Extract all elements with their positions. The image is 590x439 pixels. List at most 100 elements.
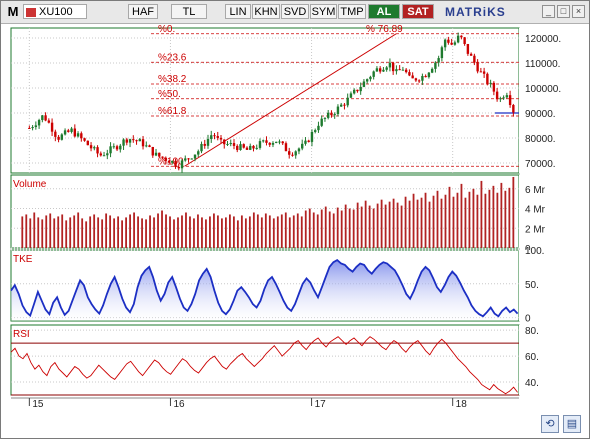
candle-body: [50, 122, 54, 132]
rsi-tick-label: 80.: [525, 326, 539, 337]
period-button-haf[interactable]: HAF: [128, 4, 158, 19]
buy-button[interactable]: AL: [368, 4, 400, 19]
scale-button-lin[interactable]: LIN: [225, 4, 251, 19]
volume-bar: [492, 185, 495, 248]
volume-bar: [209, 216, 211, 248]
button-tmp[interactable]: TMP: [338, 4, 366, 19]
candle-body: [502, 97, 505, 99]
candle-body: [190, 158, 193, 160]
volume-bar: [244, 218, 247, 248]
volume-bar: [53, 218, 56, 248]
currency-button-tl[interactable]: TL: [171, 4, 207, 19]
volume-bar: [448, 186, 451, 248]
candle-body: [317, 125, 320, 131]
candle-body: [99, 153, 103, 156]
volume-bar: [268, 215, 271, 248]
volume-bar: [300, 216, 303, 248]
volume-bar: [284, 212, 287, 248]
candle-body: [122, 139, 125, 146]
maximize-icon[interactable]: □: [557, 5, 570, 18]
volume-bar: [85, 221, 88, 248]
sell-button[interactable]: SAT: [402, 4, 434, 19]
candle-body: [326, 112, 330, 118]
button-svd[interactable]: SVD: [281, 4, 309, 19]
button-sym[interactable]: SYM: [310, 4, 337, 19]
candle-body: [333, 114, 336, 116]
volume-bar: [37, 217, 40, 248]
volume-bar: [141, 218, 143, 248]
tke-axis-bg: [519, 250, 589, 321]
candle-body: [102, 155, 106, 157]
candle-body: [135, 140, 138, 142]
close-icon[interactable]: ×: [572, 5, 585, 18]
minimize-icon[interactable]: _: [542, 5, 555, 18]
volume-bar: [292, 215, 295, 248]
candle-body: [495, 91, 499, 100]
candle-body: [492, 82, 496, 92]
candle-body: [184, 158, 187, 161]
tke-tick-label: 0: [525, 314, 531, 325]
volume-bar: [125, 217, 127, 248]
trend-line: [184, 33, 397, 167]
time-axis: 15 16 17 18: [11, 397, 519, 408]
candle-body: [421, 75, 424, 81]
candle-body: [83, 138, 86, 141]
volume-bar: [408, 200, 411, 248]
candle-body: [336, 106, 340, 115]
volume-bar: [49, 213, 52, 248]
volume-bar: [248, 216, 251, 248]
candle-body: [245, 147, 249, 150]
price-frame: [10, 27, 520, 174]
candle-body: [440, 47, 444, 59]
candle-body: [430, 68, 434, 73]
candle-body: [109, 146, 112, 154]
rsi-tick-label: 60.: [525, 352, 539, 363]
candle-body: [180, 160, 184, 169]
volume-bar: [169, 216, 171, 248]
button-khn[interactable]: KHN: [252, 4, 280, 19]
time-tick-label: 18: [456, 399, 468, 408]
time-tick-label: 17: [315, 399, 327, 408]
volume-bar: [416, 199, 419, 248]
volume-bar: [41, 219, 44, 248]
candle-body: [37, 120, 41, 126]
volume-bar: [93, 214, 96, 248]
candle-body: [404, 69, 408, 73]
candle-body: [226, 143, 229, 145]
volume-bar: [33, 212, 36, 248]
volume-bar: [109, 215, 112, 248]
candle-body: [200, 143, 203, 152]
volume-bar: [476, 194, 479, 248]
candle-body: [401, 69, 405, 71]
price-tick-label: 120000.: [525, 34, 561, 45]
candle-body: [434, 62, 437, 69]
volume-bar: [161, 210, 163, 248]
volume-bar: [372, 208, 375, 248]
chart-canvas[interactable]: 120000. 110000. 100000. 90000. 80000. 70000.%…: [1, 23, 589, 408]
volume-bar: [384, 204, 387, 248]
volume-bar: [508, 187, 511, 248]
candle-body: [187, 158, 190, 160]
menu-button[interactable]: M: [5, 4, 21, 19]
volume-bar: [304, 210, 307, 248]
chart-settings-icon[interactable]: ▤: [563, 415, 581, 433]
symbol-selector[interactable]: XU100: [23, 4, 87, 19]
volume-bar: [21, 216, 24, 248]
dropdown-arrow-icon: [26, 7, 36, 17]
rsi-panel: 80. 60. 40. RSI: [10, 324, 589, 396]
fibonacci-high-label: % 76.89: [366, 24, 403, 35]
candle-body: [148, 145, 151, 147]
candle-body: [447, 39, 450, 43]
volume-bar: [464, 197, 467, 248]
volume-bar: [340, 210, 343, 248]
volume-bar: [368, 205, 371, 248]
volume-bar: [272, 218, 275, 248]
candle-body: [252, 145, 255, 149]
volume-bar: [360, 206, 363, 248]
fibonacci-label: %38.2: [158, 74, 187, 85]
refresh-icon[interactable]: ⟲: [541, 415, 559, 433]
candle-body: [349, 93, 353, 98]
candle-body: [249, 145, 252, 150]
volume-bar: [320, 209, 323, 248]
candle-body: [132, 139, 135, 141]
